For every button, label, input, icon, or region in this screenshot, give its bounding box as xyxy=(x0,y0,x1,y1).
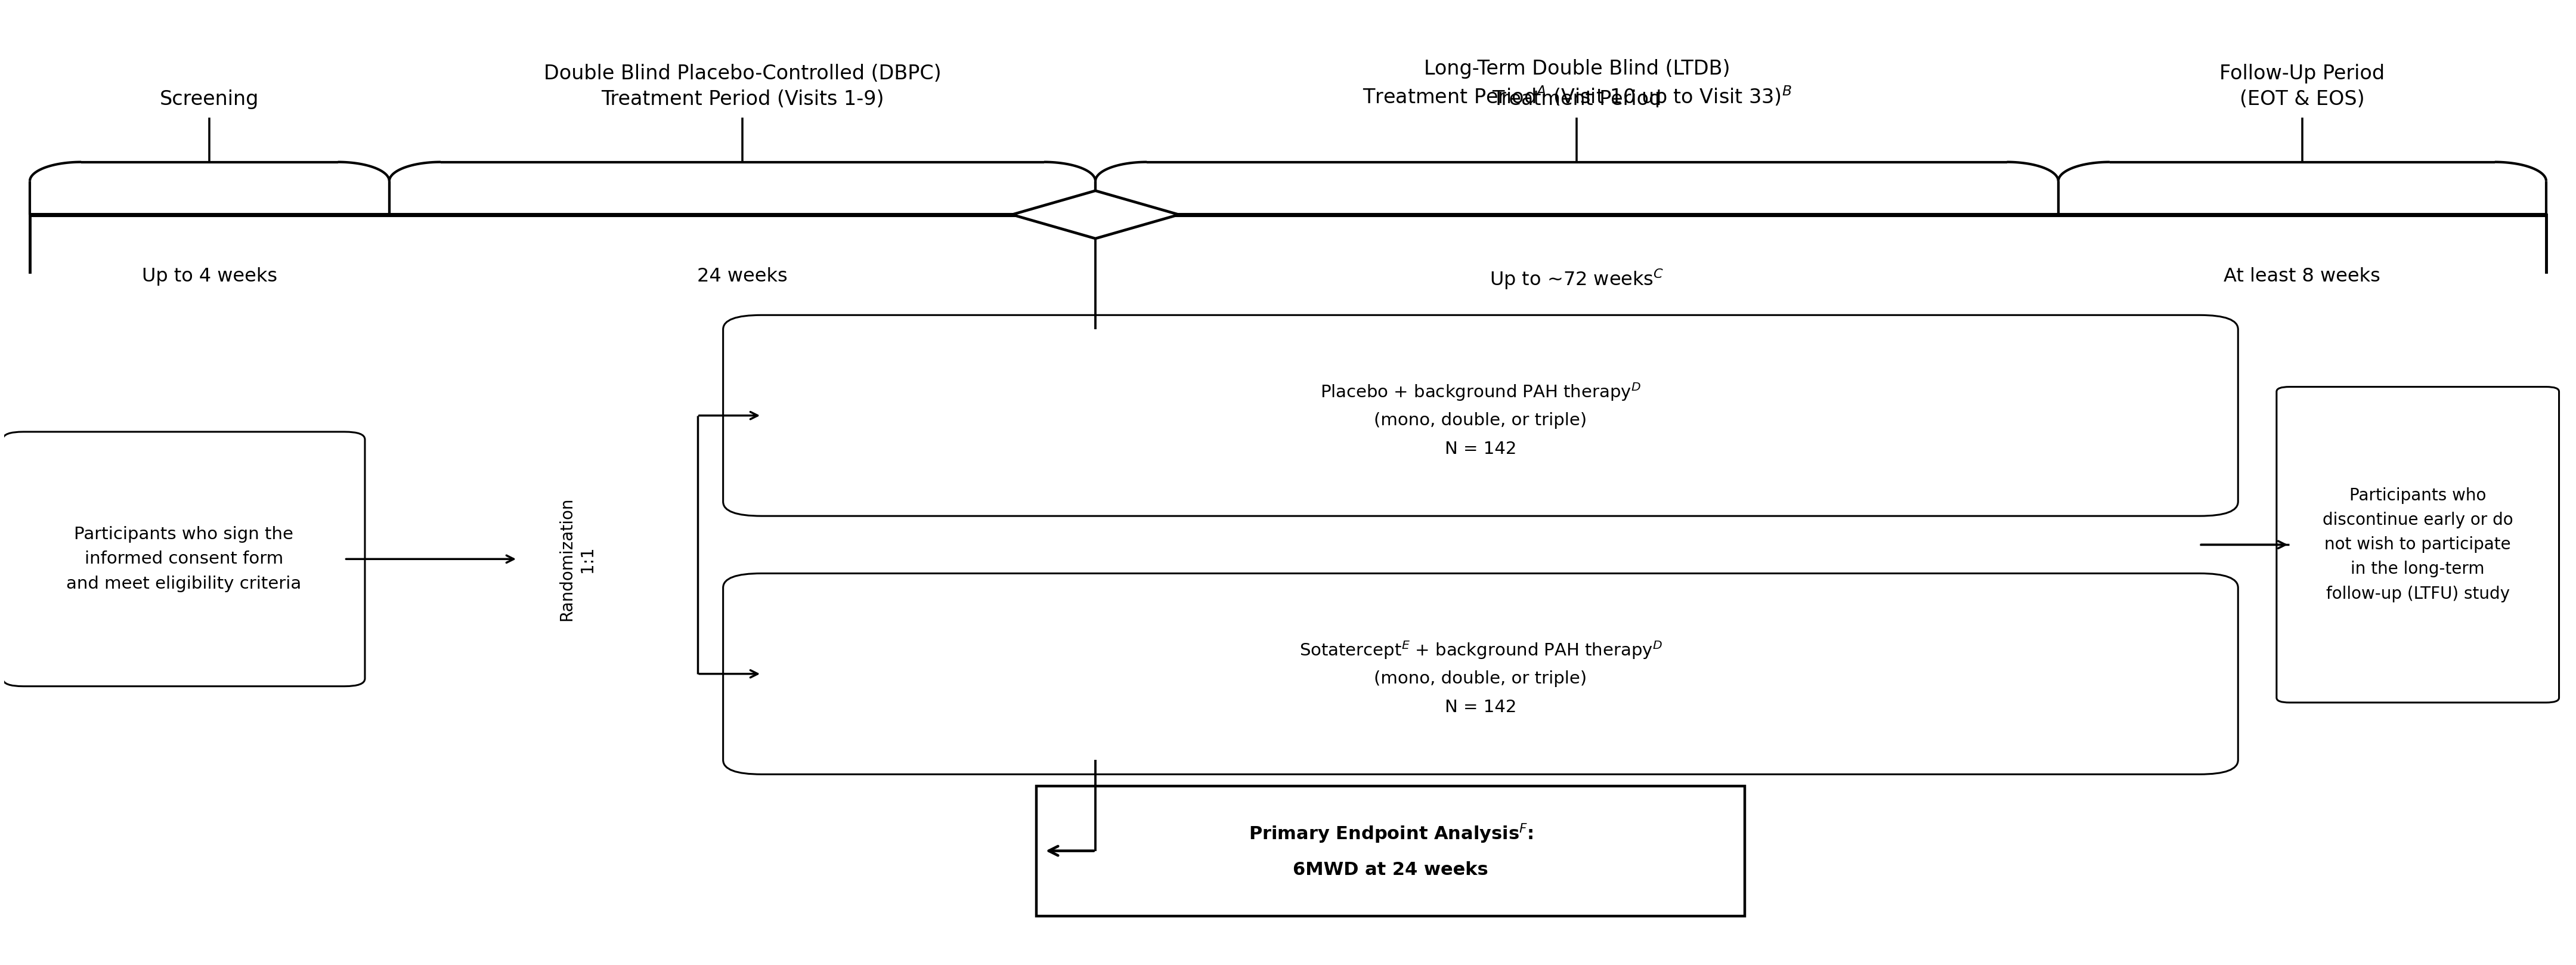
Text: Screening: Screening xyxy=(160,90,260,109)
Text: Placebo + background PAH therapy$^{D}$: Placebo + background PAH therapy$^{D}$ xyxy=(1321,381,1641,402)
Text: Sotatercept$^{E}$ + background PAH therapy$^{D}$: Sotatercept$^{E}$ + background PAH thera… xyxy=(1298,639,1662,661)
Text: Primary Endpoint Analysis$^{F}$:: Primary Endpoint Analysis$^{F}$: xyxy=(1249,822,1533,845)
FancyBboxPatch shape xyxy=(2277,387,2558,703)
Text: 6MWD at 24 weeks: 6MWD at 24 weeks xyxy=(1293,862,1489,878)
Text: Participants who sign the
informed consent form
and meet eligibility criteria: Participants who sign the informed conse… xyxy=(67,526,301,592)
Text: Double Blind Placebo-Controlled (DBPC)
Treatment Period (Visits 1-9): Double Blind Placebo-Controlled (DBPC) T… xyxy=(544,64,940,109)
Text: Up to ~72 weeks$^{C}$: Up to ~72 weeks$^{C}$ xyxy=(1489,267,1664,290)
Text: (mono, double, or triple): (mono, double, or triple) xyxy=(1373,412,1587,428)
Text: Up to 4 weeks: Up to 4 weeks xyxy=(142,267,278,286)
Text: Treatment Period$^{A}$ (Visit 10 up to Visit 33)$^{B}$: Treatment Period$^{A}$ (Visit 10 up to V… xyxy=(1363,85,1790,109)
Text: (mono, double, or triple): (mono, double, or triple) xyxy=(1373,671,1587,687)
Text: At least 8 weeks: At least 8 weeks xyxy=(2223,267,2380,286)
Text: Follow-Up Period
(EOT & EOS): Follow-Up Period (EOT & EOS) xyxy=(2221,64,2385,109)
Text: Treatment Period: Treatment Period xyxy=(1492,90,1662,109)
FancyBboxPatch shape xyxy=(3,431,366,686)
Text: Long-Term Double Blind (LTDB): Long-Term Double Blind (LTDB) xyxy=(1425,59,1731,79)
Text: Participants who
discontinue early or do
not wish to participate
in the long-ter: Participants who discontinue early or do… xyxy=(2324,487,2514,602)
FancyBboxPatch shape xyxy=(724,573,2239,774)
Text: Randomization
1:1: Randomization 1:1 xyxy=(559,497,595,620)
Polygon shape xyxy=(1012,191,1180,238)
FancyBboxPatch shape xyxy=(724,316,2239,516)
Text: N = 142: N = 142 xyxy=(1445,699,1517,716)
FancyBboxPatch shape xyxy=(1036,786,1744,916)
Text: N = 142: N = 142 xyxy=(1445,441,1517,457)
Text: 24 weeks: 24 weeks xyxy=(698,267,788,286)
